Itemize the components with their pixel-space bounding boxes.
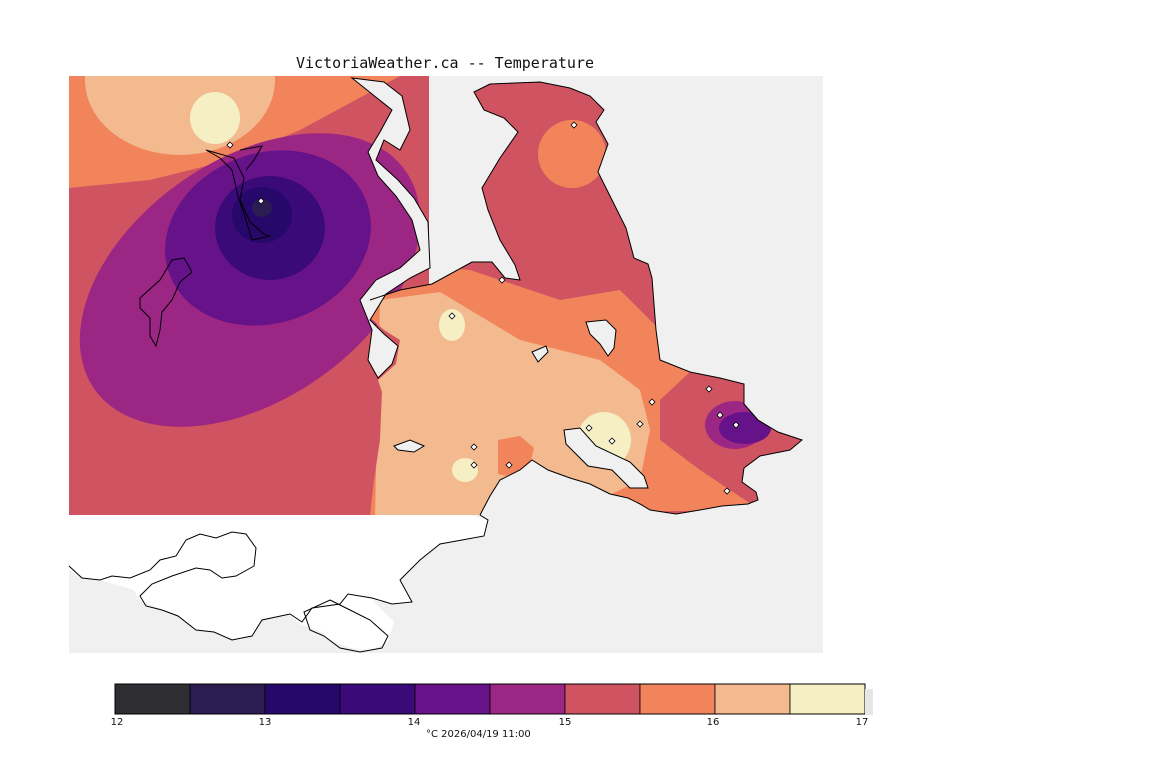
saanich-inlet: [350, 77, 431, 379]
coastline-south: [68, 514, 489, 641]
station-marker: [648, 398, 656, 406]
tick-label: 17: [855, 717, 869, 728]
station-marker: [498, 276, 506, 284]
shawnigan-lake: [139, 257, 193, 348]
station-marker: [505, 461, 513, 469]
tick-label: 15: [558, 717, 572, 728]
tick-label: 14: [407, 717, 421, 728]
river-north: [239, 145, 263, 171]
lake-west: [393, 439, 426, 453]
station-marker: [636, 420, 644, 428]
tick-label: 16: [706, 717, 720, 728]
coastline-east: [369, 81, 804, 516]
station-marker: [257, 197, 265, 205]
tick-label: 12: [110, 717, 124, 728]
station-marker: [732, 421, 740, 429]
coastline-south-inner: [303, 599, 389, 653]
lake-elk: [585, 319, 617, 357]
map-title: VictoriaWeather.ca -- Temperature: [296, 54, 595, 72]
station-marker: [470, 443, 478, 451]
olympic-peninsula: [69, 515, 488, 650]
units-timestamp: °C 2026/04/19 11:00: [426, 729, 531, 740]
temperature-field-west: [69, 76, 429, 515]
weather-stations: [226, 121, 740, 495]
station-marker: [470, 461, 478, 469]
station-marker: [716, 411, 724, 419]
station-marker: [448, 312, 456, 320]
harbour: [563, 427, 649, 489]
river-west: [205, 149, 272, 241]
station-marker: [723, 487, 731, 495]
tick-label: 13: [258, 717, 272, 728]
station-marker: [705, 385, 713, 393]
station-marker: [608, 437, 616, 445]
station-marker: [226, 141, 234, 149]
station-marker: [585, 424, 593, 432]
station-marker: [570, 121, 578, 129]
lake-small: [531, 345, 549, 363]
